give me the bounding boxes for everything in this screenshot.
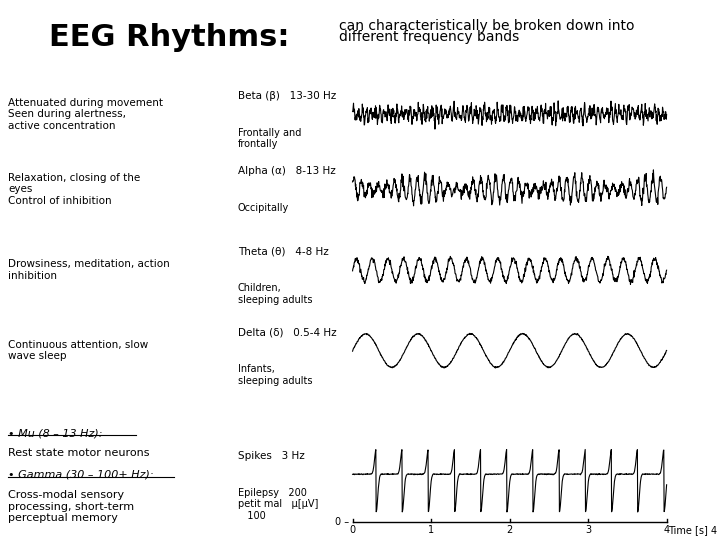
Text: different frequency bands: different frequency bands [339,30,519,44]
Text: 1: 1 [428,525,434,535]
Text: 0 –: 0 – [335,517,349,528]
Text: Theta (θ)   4-8 Hz: Theta (θ) 4-8 Hz [238,247,328,256]
Text: 0: 0 [349,525,356,535]
Text: Epilepsy   200
petit mal   µ[µV]
   100: Epilepsy 200 petit mal µ[µV] 100 [238,488,318,521]
Text: • Gamma (30 – 100+ Hz):: • Gamma (30 – 100+ Hz): [8,470,154,480]
Text: 2: 2 [506,525,513,535]
Text: Cross-modal sensory
processing, short-term
perceptual memory: Cross-modal sensory processing, short-te… [8,490,134,523]
Text: Occipitally: Occipitally [238,203,289,213]
Text: Infants,
sleeping adults: Infants, sleeping adults [238,364,312,386]
Text: Alpha (α)   8-13 Hz: Alpha (α) 8-13 Hz [238,166,336,176]
Text: • Mu (8 – 13 Hz):: • Mu (8 – 13 Hz): [8,428,103,438]
Text: 3: 3 [585,525,591,535]
Text: can characteristically be broken down into: can characteristically be broken down in… [339,18,634,32]
Text: Rest state motor neurons: Rest state motor neurons [8,448,150,458]
Text: Time [s] 4: Time [s] 4 [668,525,717,535]
Text: Continuous attention, slow
wave sleep: Continuous attention, slow wave sleep [8,340,148,361]
Text: Spikes   3 Hz: Spikes 3 Hz [238,451,305,461]
Text: EEG Rhythms:: EEG Rhythms: [49,23,289,52]
Text: Attenuated during movement
Seen during alertness,
active concentration: Attenuated during movement Seen during a… [8,98,163,131]
Text: Beta (β)   13-30 Hz: Beta (β) 13-30 Hz [238,91,336,101]
Text: 4: 4 [664,525,670,535]
Text: Children,
sleeping adults: Children, sleeping adults [238,284,312,305]
Text: Drowsiness, meditation, action
inhibition: Drowsiness, meditation, action inhibitio… [8,259,170,281]
Text: Delta (δ)   0.5-4 Hz: Delta (δ) 0.5-4 Hz [238,327,336,337]
Text: Frontally and
frontally: Frontally and frontally [238,127,301,149]
Text: Relaxation, closing of the
eyes
Control of inhibition: Relaxation, closing of the eyes Control … [8,173,140,206]
